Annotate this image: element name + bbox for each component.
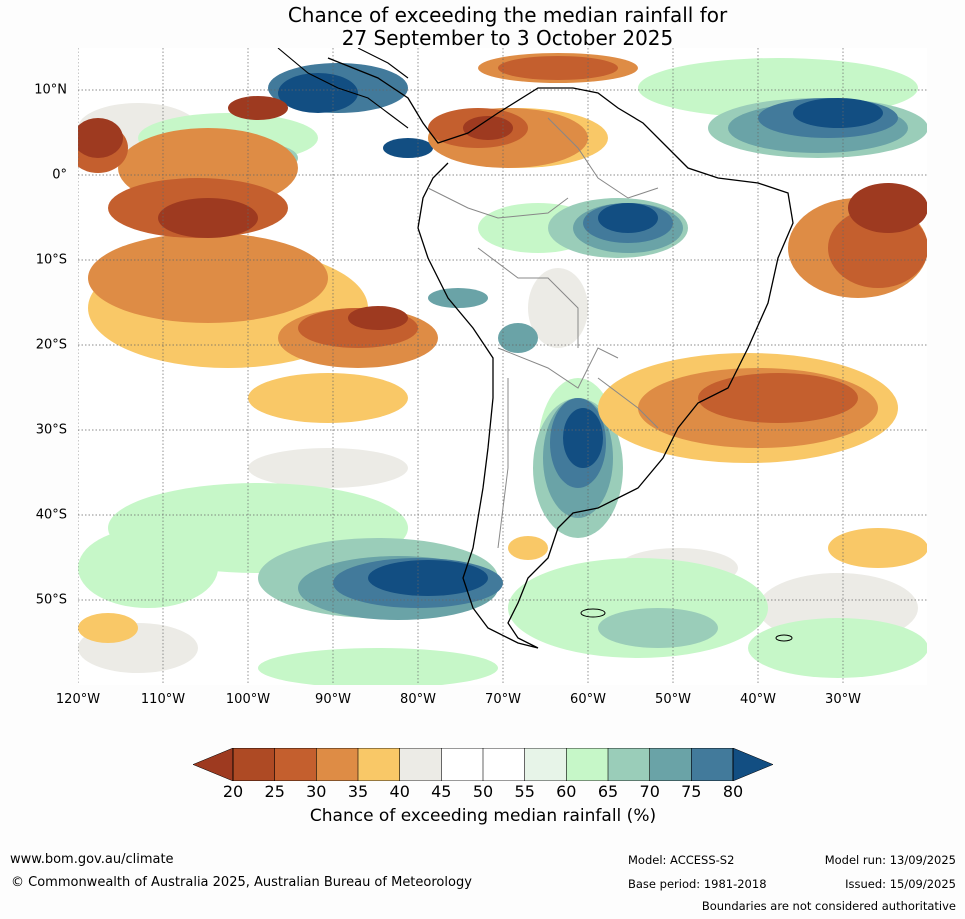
lon-label-60w: 60°W xyxy=(570,692,606,707)
colorbar-bin-65-70 xyxy=(608,748,650,781)
country-borders xyxy=(427,117,659,549)
lon-label-100w: 100°W xyxy=(225,692,271,707)
colorbar-tick-55: 55 xyxy=(514,782,535,801)
colorbar-tick-65: 65 xyxy=(597,782,619,801)
lat-label-10n: 10°N xyxy=(34,82,67,98)
rainfall-probability-map xyxy=(78,48,927,685)
falkland-islands xyxy=(580,608,793,642)
copyright-text: © Commonwealth of Australia 2025, Austra… xyxy=(11,875,472,890)
south-america-coastline xyxy=(327,57,794,649)
title-line-1: Chance of exceeding the median rainfall … xyxy=(287,3,728,27)
map-canvas xyxy=(78,48,927,685)
map-title: Chance of exceeding the median rainfall … xyxy=(0,4,965,50)
colorbar-bin-25-30 xyxy=(274,748,317,781)
colorbar-bin-70-75 xyxy=(649,748,692,781)
lon-label-70w: 70°W xyxy=(485,692,521,707)
lon-label-120w: 120°W xyxy=(55,692,101,707)
colorbar xyxy=(193,748,773,781)
colorbar-tick-20: 20 xyxy=(222,782,244,801)
colorbar-tick-25: 25 xyxy=(264,782,285,801)
issued-date: Issued: 15/09/2025 xyxy=(845,877,956,891)
colorbar-bin-55-60 xyxy=(524,748,567,781)
lat-label-20s: 20°S xyxy=(35,337,67,353)
model-run-date: Model run: 13/09/2025 xyxy=(824,853,956,867)
model-name: Model: ACCESS-S2 xyxy=(628,853,735,867)
graticule xyxy=(78,48,927,685)
lon-label-30w: 30°W xyxy=(825,692,861,707)
lat-label-0: 0° xyxy=(52,167,67,183)
colorbar-tick-50: 50 xyxy=(472,782,494,801)
title-line-2: 27 September to 3 October 2025 xyxy=(341,26,674,50)
colorbar-tick-80: 80 xyxy=(722,782,744,801)
lat-label-10s: 10°S xyxy=(35,252,67,268)
colorbar-tick-70: 70 xyxy=(639,782,660,801)
colorbar-bin-50-55 xyxy=(483,748,525,781)
colorbar-tick-60: 60 xyxy=(556,782,577,801)
colorbar-bin-45-50 xyxy=(441,748,483,781)
lon-label-50w: 50°W xyxy=(655,692,691,707)
colorbar-low-arrow xyxy=(193,748,234,781)
colorbar-high-arrow xyxy=(732,748,773,781)
colorbar-bin-35-40 xyxy=(358,748,400,781)
colorbar-tick-30: 30 xyxy=(306,782,327,801)
colorbar-tick-35: 35 xyxy=(347,782,369,801)
lon-label-40w: 40°W xyxy=(740,692,776,707)
colorbar-tick-75: 75 xyxy=(681,782,702,801)
lat-label-40s: 40°S xyxy=(35,507,67,523)
central-america-coastline xyxy=(277,48,409,129)
lon-label-110w: 110°W xyxy=(140,692,186,707)
colorbar-bin-60-65 xyxy=(566,748,608,781)
website-link[interactable]: www.bom.gov.au/climate xyxy=(10,852,174,867)
lon-label-90w: 90°W xyxy=(315,692,351,707)
base-period: Base period: 1981-2018 xyxy=(628,877,767,891)
boundaries-disclaimer: Boundaries are not considered authoritat… xyxy=(701,899,956,913)
lat-label-50s: 50°S xyxy=(35,592,67,608)
lon-label-80w: 80°W xyxy=(400,692,436,707)
colorbar-tick-40: 40 xyxy=(389,782,410,801)
lat-label-30s: 30°S xyxy=(35,422,67,438)
colorbar-label: Chance of exceeding median rainfall (%) xyxy=(309,806,657,826)
colorbar-tick-45: 45 xyxy=(431,782,452,801)
very-dry-regions xyxy=(78,96,927,330)
colorbar-bin-40-45 xyxy=(399,748,442,781)
colorbar-bin-30-35 xyxy=(316,748,358,781)
colorbar-bin-75-80 xyxy=(691,748,733,781)
colorbar-bin-20-25 xyxy=(233,748,275,781)
